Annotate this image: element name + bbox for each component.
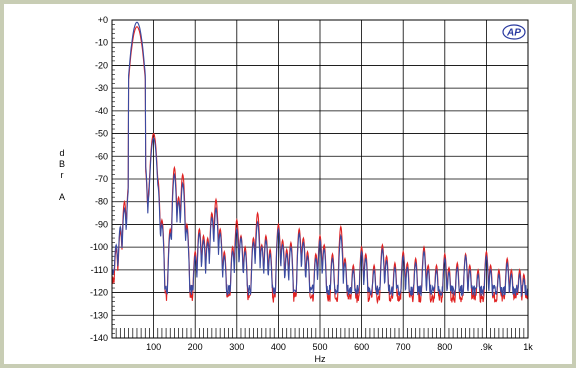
y-tick-label: -60 xyxy=(95,151,108,161)
x-tick-label: 200 xyxy=(188,342,203,352)
y-tick-label: -10 xyxy=(95,38,108,48)
y-tick-label: -130 xyxy=(90,310,108,320)
y-label-letter: r xyxy=(61,170,64,180)
spectrum-trace-2 xyxy=(111,21,529,298)
x-tick-label: 300 xyxy=(229,342,244,352)
y-tick-label: -20 xyxy=(95,60,108,70)
x-axis-label: Hz xyxy=(315,354,326,364)
y-tick-label: -30 xyxy=(95,83,108,93)
x-tick-label: 100 xyxy=(146,342,161,352)
y-label-letter: A xyxy=(59,192,65,202)
y-tick-labels: +0 -10 -20 -30 -40 -50 -60 -70 -80 -90 -100 -110 -12… xyxy=(90,15,108,343)
x-tick-label: 400 xyxy=(271,342,286,352)
traces xyxy=(111,21,529,305)
y-tick-label: -50 xyxy=(95,129,108,139)
chart-grid xyxy=(112,19,529,339)
spectrum-chart: +0 -10 -20 -30 -40 -50 -60 -70 -80 -90 -100 -110 -12… xyxy=(59,15,533,364)
y-tick-label: -100 xyxy=(90,242,108,252)
y-tick-label: -70 xyxy=(95,174,108,184)
ap-logo-text: AP xyxy=(506,28,521,39)
y-label-letter: B xyxy=(59,159,65,169)
y-tick-label: -110 xyxy=(91,265,108,275)
x-tick-label: .9k xyxy=(480,342,493,352)
y-tick-label: +0 xyxy=(98,15,108,25)
y-tick-label: -90 xyxy=(95,219,108,229)
ap-logo: AP xyxy=(502,24,526,40)
y-tick-label: -120 xyxy=(90,288,108,298)
y-axis-label: dBr A xyxy=(59,148,65,202)
x-tick-labels: 100 200 300 400 500 600 700 800 .9k 1k xyxy=(146,342,533,352)
x-tick-label: 700 xyxy=(396,342,411,352)
y-tick-label: -80 xyxy=(95,197,108,207)
plot-border xyxy=(111,19,529,339)
x-tick-label: 1k xyxy=(523,342,533,352)
x-tick-label: 500 xyxy=(312,342,327,352)
y-tick-label: -140 xyxy=(90,333,108,343)
y-tick-label: -40 xyxy=(95,106,108,116)
y-label-letter: d xyxy=(59,148,64,158)
x-tick-label: 600 xyxy=(354,342,369,352)
x-tick-label: 800 xyxy=(437,342,452,352)
chart-frame: +0 -10 -20 -30 -40 -50 -60 -70 -80 -90 -100 -110 -12… xyxy=(4,4,572,364)
